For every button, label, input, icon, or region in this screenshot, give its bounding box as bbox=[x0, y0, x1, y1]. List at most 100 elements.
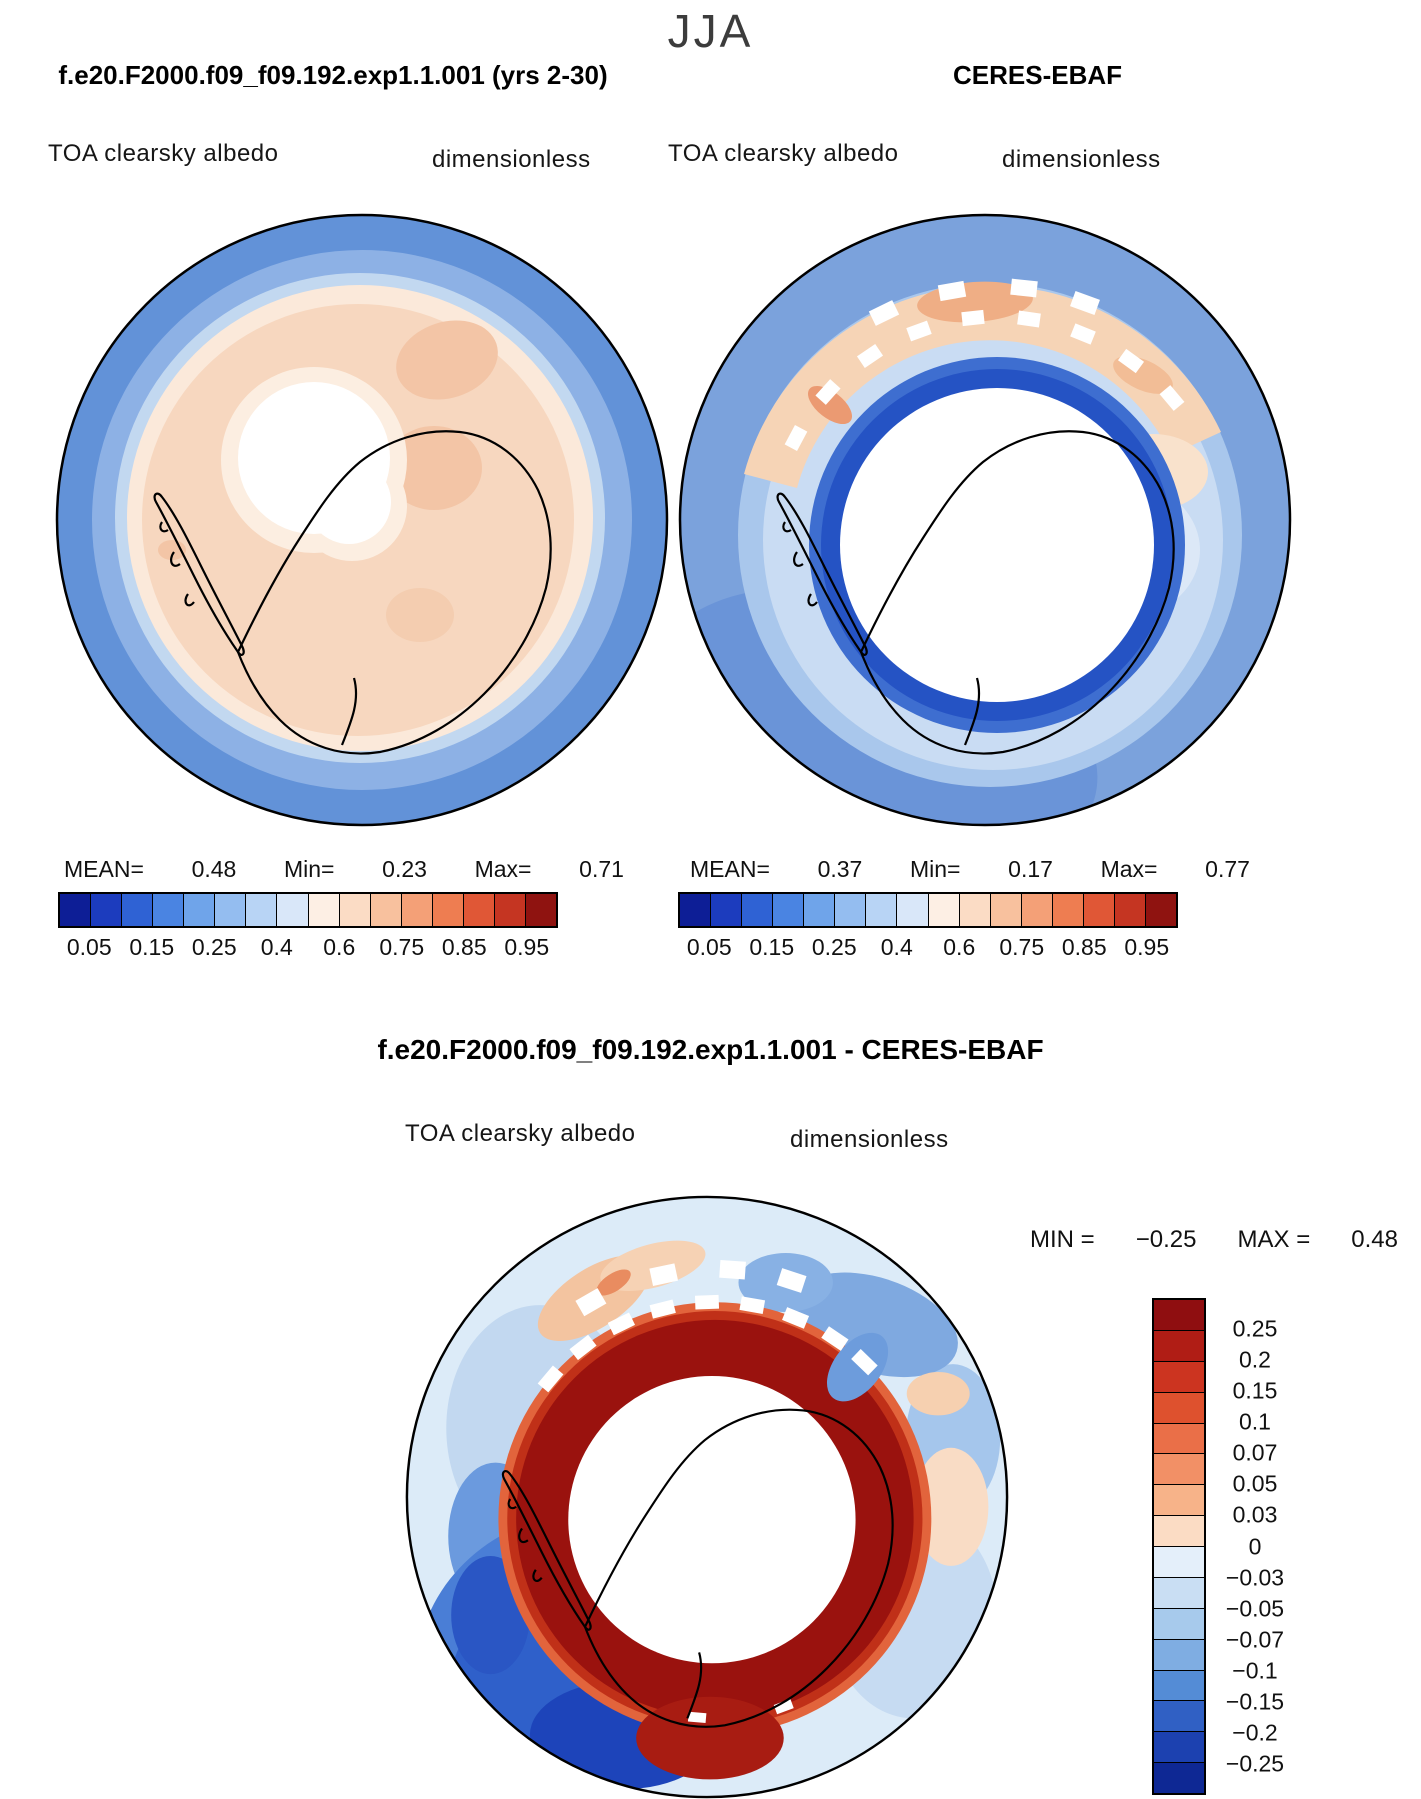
colorbar-cell bbox=[1052, 894, 1084, 926]
colorbar-cell bbox=[1154, 1423, 1204, 1455]
colorbar-cell bbox=[215, 894, 247, 926]
colorbar-cell bbox=[153, 894, 185, 926]
colorbar-tick-label: −0.25 bbox=[1225, 1750, 1285, 1777]
colorbar-cell bbox=[494, 894, 526, 926]
colorbar-tick-label: −0.05 bbox=[1225, 1595, 1285, 1622]
colorbar-cell bbox=[1154, 1300, 1204, 1331]
colorbar-cell bbox=[1114, 894, 1146, 926]
obs-max-value: 0.77 bbox=[1205, 856, 1250, 882]
colorbar-cell bbox=[1154, 1392, 1204, 1424]
colorbar-tick-label: 0.85 bbox=[1061, 934, 1107, 960]
colorbar-tick-label: −0.07 bbox=[1225, 1626, 1285, 1653]
colorbar-cell bbox=[1021, 894, 1053, 926]
diff-variable-label: TOA clearsky albedo bbox=[405, 1120, 636, 1147]
colorbar-cell bbox=[463, 894, 495, 926]
obs-polar-map bbox=[678, 213, 1292, 827]
colorbar-tick-label: 0.6 bbox=[943, 934, 976, 960]
figure-title: JJA bbox=[667, 5, 754, 57]
colorbar-tick-label: 0.03 bbox=[1232, 1501, 1278, 1528]
missing-data-blocks bbox=[537, 1260, 878, 1724]
model-max-label: Max= bbox=[474, 856, 532, 882]
model-mean-value: 0.48 bbox=[191, 856, 237, 882]
antarctica-coastline bbox=[776, 430, 1175, 755]
diff-units-label: dimensionless bbox=[790, 1126, 949, 1153]
model-units-label: dimensionless bbox=[432, 146, 591, 173]
colorbar-cell bbox=[1154, 1639, 1204, 1671]
colorbar-tick-label: 0 bbox=[1248, 1533, 1262, 1559]
colorbar-tick-label: 0.25 bbox=[1232, 1315, 1278, 1342]
diff-colorbar bbox=[1152, 1298, 1206, 1795]
colorbar-cell bbox=[1154, 1485, 1204, 1517]
colorbar-tick-label: 0.25 bbox=[811, 934, 857, 960]
obs-colorbar-ticks: 0.05 0.15 0.25 0.4 0.6 0.75 0.85 0.95 bbox=[678, 934, 1178, 962]
colorbar-tick-label: 0.15 bbox=[749, 934, 795, 960]
diff-max-label: MAX = bbox=[1237, 1226, 1311, 1253]
model-min-label: Min= bbox=[284, 856, 335, 882]
model-panel-title: f.e20.F2000.f09_f09.192.exp1.1.001 (yrs … bbox=[58, 60, 608, 90]
colorbar-cell bbox=[1154, 1547, 1204, 1578]
obs-max-label: Max= bbox=[1100, 856, 1158, 882]
missing-data-blocks bbox=[784, 278, 1185, 451]
model-min-value: 0.23 bbox=[382, 856, 427, 882]
colorbar-cell bbox=[1154, 1763, 1204, 1793]
colorbar-cell bbox=[60, 894, 92, 926]
colorbar-cell bbox=[1154, 1608, 1204, 1640]
colorbar-cell bbox=[990, 894, 1022, 926]
colorbar-tick-label: 0.1 bbox=[1239, 1408, 1271, 1435]
colorbar-cell bbox=[525, 894, 556, 926]
obs-mean-value: 0.37 bbox=[817, 856, 863, 882]
colorbar-cell bbox=[1154, 1454, 1204, 1486]
colorbar-tick-label: −0.1 bbox=[1232, 1657, 1278, 1684]
colorbar-cell bbox=[122, 894, 154, 926]
colorbar-cell bbox=[1154, 1670, 1204, 1702]
colorbar-tick-label: −0.2 bbox=[1232, 1719, 1278, 1746]
colorbar-tick-label: 0.05 bbox=[66, 934, 112, 960]
colorbar-tick-label: 0.75 bbox=[379, 934, 425, 960]
obs-panel-title: CERES-EBAF bbox=[952, 60, 1122, 90]
map-border-circle bbox=[55, 213, 669, 827]
colorbar-tick-label: 0.85 bbox=[441, 934, 487, 960]
colorbar-cell bbox=[308, 894, 340, 926]
diff-min-value: −0.25 bbox=[1135, 1226, 1197, 1253]
colorbar-tick-label: 0.75 bbox=[999, 934, 1045, 960]
obs-units-label: dimensionless bbox=[1002, 146, 1161, 173]
colorbar-cell bbox=[432, 894, 464, 926]
colorbar-cell bbox=[184, 894, 216, 926]
model-mean-label: MEAN= bbox=[64, 856, 144, 882]
diff-minmax-row: MIN = −0.25 MAX = 0.48 bbox=[1030, 1226, 1398, 1254]
map-border-circle bbox=[405, 1195, 1009, 1799]
colorbar-tick-label: −0.03 bbox=[1225, 1564, 1285, 1591]
colorbar-tick-label: 0.4 bbox=[880, 934, 913, 960]
colorbar-cell bbox=[1083, 894, 1115, 926]
colorbar-cell bbox=[370, 894, 402, 926]
colorbar-cell bbox=[773, 894, 805, 926]
colorbar-cell bbox=[680, 894, 712, 926]
obs-min-label: Min= bbox=[910, 856, 961, 882]
colorbar-tick-label: 0.15 bbox=[1232, 1377, 1278, 1404]
colorbar-cell bbox=[1145, 894, 1176, 926]
diff-colorbar-labels: 0.25 0.2 0.15 0.1 0.07 0.05 0.03 0 −0.03 −0.05 −0.… bbox=[1212, 1298, 1298, 1795]
model-max-value: 0.71 bbox=[579, 856, 624, 882]
colorbar-cell bbox=[277, 894, 309, 926]
colorbar-tick-label: 0.2 bbox=[1239, 1346, 1271, 1373]
colorbar-cell bbox=[897, 894, 929, 926]
colorbar-cell bbox=[928, 894, 960, 926]
colorbar-tick-label: 0.15 bbox=[129, 934, 175, 960]
colorbar-tick-label: 0.25 bbox=[191, 934, 237, 960]
colorbar-tick-label: 0.95 bbox=[504, 934, 550, 960]
obs-stats-row: MEAN= 0.37 Min= 0.17 Max= 0.77 bbox=[690, 856, 1250, 883]
diff-max-value: 0.48 bbox=[1351, 1226, 1398, 1253]
obs-min-value: 0.17 bbox=[1008, 856, 1053, 882]
colorbar-tick-label: 0.07 bbox=[1232, 1439, 1278, 1466]
colorbar-cell bbox=[711, 894, 743, 926]
colorbar-cell bbox=[1154, 1732, 1204, 1764]
colorbar-cell bbox=[866, 894, 898, 926]
colorbar-cell bbox=[1154, 1361, 1204, 1393]
colorbar-tick-label: 0.4 bbox=[260, 934, 293, 960]
obs-colorbar bbox=[678, 892, 1178, 928]
colorbar-cell bbox=[1154, 1516, 1204, 1547]
antarctica-coastline bbox=[153, 430, 552, 755]
colorbar-cell bbox=[401, 894, 433, 926]
model-polar-map bbox=[55, 213, 669, 827]
